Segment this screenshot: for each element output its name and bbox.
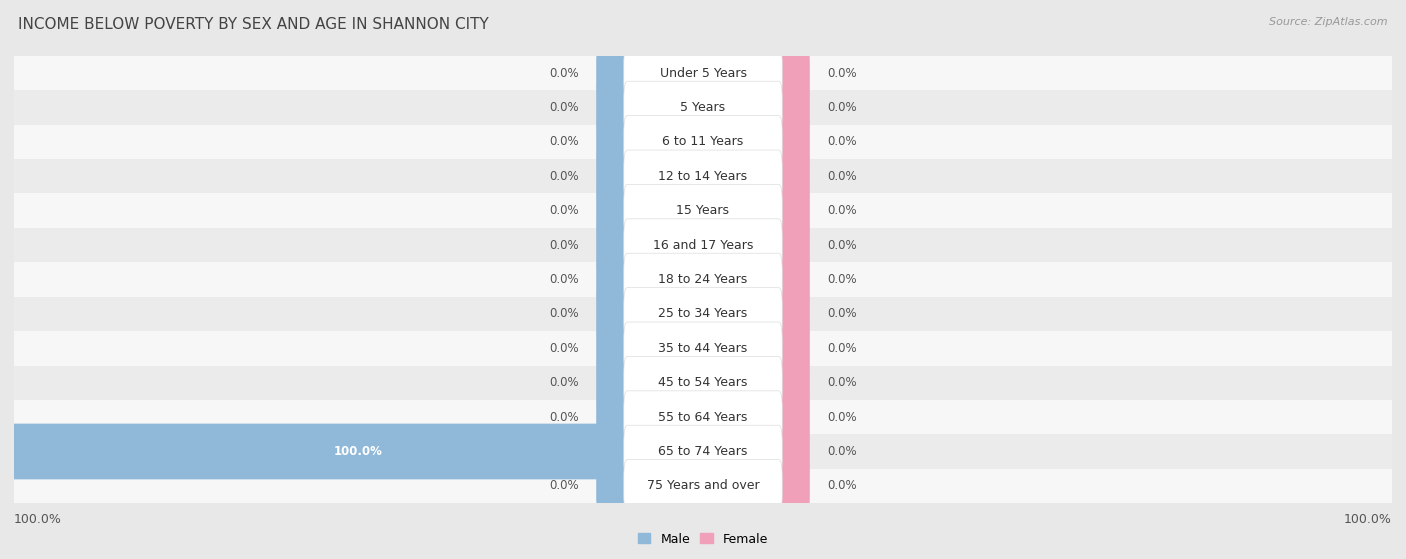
Legend: Male, Female: Male, Female bbox=[633, 528, 773, 551]
Text: 0.0%: 0.0% bbox=[827, 411, 856, 424]
Text: 0.0%: 0.0% bbox=[827, 101, 856, 114]
Text: 100.0%: 100.0% bbox=[335, 445, 382, 458]
FancyBboxPatch shape bbox=[624, 425, 782, 478]
Bar bbox=[14, 91, 1392, 125]
FancyBboxPatch shape bbox=[624, 219, 782, 271]
Text: 0.0%: 0.0% bbox=[550, 273, 579, 286]
FancyBboxPatch shape bbox=[700, 458, 810, 514]
Text: 0.0%: 0.0% bbox=[550, 342, 579, 355]
Bar bbox=[14, 468, 1392, 503]
Text: 0.0%: 0.0% bbox=[550, 204, 579, 217]
FancyBboxPatch shape bbox=[596, 320, 706, 376]
Text: 0.0%: 0.0% bbox=[827, 170, 856, 183]
FancyBboxPatch shape bbox=[596, 217, 706, 273]
FancyBboxPatch shape bbox=[700, 183, 810, 239]
FancyBboxPatch shape bbox=[624, 391, 782, 443]
FancyBboxPatch shape bbox=[596, 389, 706, 445]
FancyBboxPatch shape bbox=[624, 288, 782, 340]
FancyBboxPatch shape bbox=[624, 253, 782, 306]
Text: Under 5 Years: Under 5 Years bbox=[659, 67, 747, 79]
Bar bbox=[14, 56, 1392, 91]
Text: 0.0%: 0.0% bbox=[550, 135, 579, 148]
FancyBboxPatch shape bbox=[624, 47, 782, 100]
Text: 0.0%: 0.0% bbox=[827, 480, 856, 492]
FancyBboxPatch shape bbox=[700, 149, 810, 204]
Text: 15 Years: 15 Years bbox=[676, 204, 730, 217]
Text: 0.0%: 0.0% bbox=[550, 67, 579, 79]
FancyBboxPatch shape bbox=[596, 252, 706, 307]
Text: INCOME BELOW POVERTY BY SEX AND AGE IN SHANNON CITY: INCOME BELOW POVERTY BY SEX AND AGE IN S… bbox=[18, 17, 489, 32]
Text: 0.0%: 0.0% bbox=[550, 170, 579, 183]
Bar bbox=[14, 400, 1392, 434]
Text: 25 to 34 Years: 25 to 34 Years bbox=[658, 307, 748, 320]
Bar bbox=[14, 159, 1392, 193]
Text: 6 to 11 Years: 6 to 11 Years bbox=[662, 135, 744, 148]
Text: 0.0%: 0.0% bbox=[827, 342, 856, 355]
FancyBboxPatch shape bbox=[700, 424, 810, 480]
FancyBboxPatch shape bbox=[596, 355, 706, 410]
FancyBboxPatch shape bbox=[700, 252, 810, 307]
Text: 0.0%: 0.0% bbox=[550, 411, 579, 424]
Bar bbox=[14, 331, 1392, 366]
Bar bbox=[14, 366, 1392, 400]
FancyBboxPatch shape bbox=[596, 286, 706, 342]
FancyBboxPatch shape bbox=[624, 150, 782, 202]
FancyBboxPatch shape bbox=[596, 79, 706, 135]
Bar bbox=[14, 228, 1392, 262]
FancyBboxPatch shape bbox=[596, 45, 706, 101]
Text: 0.0%: 0.0% bbox=[550, 480, 579, 492]
FancyBboxPatch shape bbox=[596, 114, 706, 170]
FancyBboxPatch shape bbox=[700, 389, 810, 445]
Text: 12 to 14 Years: 12 to 14 Years bbox=[658, 170, 748, 183]
Text: 0.0%: 0.0% bbox=[827, 239, 856, 252]
FancyBboxPatch shape bbox=[624, 322, 782, 375]
Text: 45 to 54 Years: 45 to 54 Years bbox=[658, 376, 748, 389]
Text: 0.0%: 0.0% bbox=[827, 445, 856, 458]
Bar bbox=[14, 434, 1392, 468]
FancyBboxPatch shape bbox=[700, 355, 810, 410]
FancyBboxPatch shape bbox=[700, 286, 810, 342]
Text: 5 Years: 5 Years bbox=[681, 101, 725, 114]
Text: 100.0%: 100.0% bbox=[1344, 513, 1392, 527]
Bar bbox=[14, 262, 1392, 297]
FancyBboxPatch shape bbox=[624, 357, 782, 409]
Text: 0.0%: 0.0% bbox=[827, 376, 856, 389]
FancyBboxPatch shape bbox=[624, 116, 782, 168]
FancyBboxPatch shape bbox=[624, 81, 782, 134]
FancyBboxPatch shape bbox=[700, 79, 810, 135]
Bar bbox=[14, 193, 1392, 228]
FancyBboxPatch shape bbox=[700, 320, 810, 376]
Text: 18 to 24 Years: 18 to 24 Years bbox=[658, 273, 748, 286]
Text: 55 to 64 Years: 55 to 64 Years bbox=[658, 411, 748, 424]
Text: 0.0%: 0.0% bbox=[550, 101, 579, 114]
FancyBboxPatch shape bbox=[700, 217, 810, 273]
Text: 0.0%: 0.0% bbox=[827, 204, 856, 217]
FancyBboxPatch shape bbox=[700, 45, 810, 101]
Text: 0.0%: 0.0% bbox=[827, 135, 856, 148]
Text: 0.0%: 0.0% bbox=[827, 273, 856, 286]
Text: 16 and 17 Years: 16 and 17 Years bbox=[652, 239, 754, 252]
Text: 75 Years and over: 75 Years and over bbox=[647, 480, 759, 492]
Bar bbox=[14, 297, 1392, 331]
Text: 65 to 74 Years: 65 to 74 Years bbox=[658, 445, 748, 458]
FancyBboxPatch shape bbox=[624, 184, 782, 237]
Text: 0.0%: 0.0% bbox=[827, 67, 856, 79]
Text: 35 to 44 Years: 35 to 44 Years bbox=[658, 342, 748, 355]
FancyBboxPatch shape bbox=[11, 424, 706, 480]
Text: 0.0%: 0.0% bbox=[827, 307, 856, 320]
Text: 0.0%: 0.0% bbox=[550, 376, 579, 389]
FancyBboxPatch shape bbox=[596, 183, 706, 239]
FancyBboxPatch shape bbox=[596, 458, 706, 514]
Bar bbox=[14, 125, 1392, 159]
FancyBboxPatch shape bbox=[624, 459, 782, 512]
Text: Source: ZipAtlas.com: Source: ZipAtlas.com bbox=[1270, 17, 1388, 27]
FancyBboxPatch shape bbox=[596, 149, 706, 204]
Text: 100.0%: 100.0% bbox=[14, 513, 62, 527]
FancyBboxPatch shape bbox=[700, 114, 810, 170]
Text: 0.0%: 0.0% bbox=[550, 307, 579, 320]
Text: 0.0%: 0.0% bbox=[550, 239, 579, 252]
